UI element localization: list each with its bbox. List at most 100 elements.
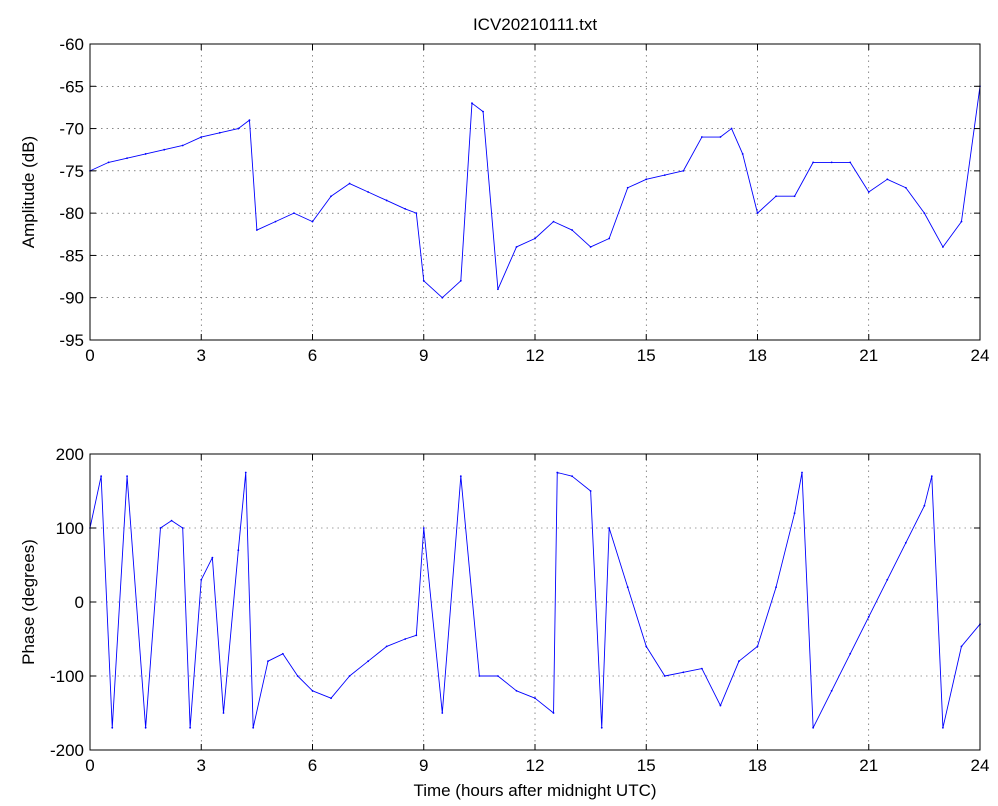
amplitude-y-tick-label: -65: [59, 77, 84, 96]
amplitude-data-point: [497, 288, 499, 291]
phase-data-point: [849, 652, 852, 655]
amplitude-data-point: [218, 131, 221, 134]
phase-data-point: [775, 586, 777, 589]
amplitude-y-tick-label: -60: [59, 35, 84, 54]
amplitude-data-point: [756, 212, 759, 215]
amplitude-data-point: [626, 186, 629, 189]
phase-data-point: [960, 645, 963, 648]
amplitude-data-point: [126, 157, 128, 160]
phase-data-point: [700, 667, 703, 670]
phase-data-point: [682, 671, 685, 674]
amplitude-data-point: [515, 246, 518, 248]
amplitude-data-point: [385, 199, 388, 202]
amplitude-data-point: [942, 246, 944, 248]
phase-x-tick-label: 21: [859, 756, 878, 775]
amplitude-x-tick-label: 15: [637, 346, 656, 365]
amplitude-data-point: [552, 220, 555, 223]
phase-data-point: [830, 689, 833, 692]
amplitude-y-tick-label: -85: [59, 246, 84, 265]
amplitude-x-tick-label: 21: [859, 346, 878, 365]
phase-data-point: [281, 652, 284, 655]
amplitude-y-tick-label: -90: [59, 289, 84, 308]
phase-data-point: [793, 512, 796, 515]
amplitude-data-point: [682, 169, 685, 172]
phase-y-axis-label: Phase (degrees): [19, 539, 38, 665]
phase-data-point: [211, 556, 214, 559]
amplitude-data-point: [163, 148, 166, 151]
amplitude-data-point: [589, 246, 592, 248]
amplitude-data-point: [730, 127, 733, 130]
amplitude-x-tick-label: 12: [526, 346, 545, 365]
amplitude-data-point: [719, 136, 722, 138]
phase-data-point: [534, 697, 536, 700]
phase-series-line: [89, 472, 981, 729]
amplitude-data-point: [471, 102, 473, 105]
amplitude-x-tick-label: 6: [308, 346, 317, 365]
phase-data-point: [100, 475, 103, 478]
amplitude-data-point: [404, 208, 407, 210]
amplitude-data-point: [741, 153, 744, 155]
phase-data-point: [237, 549, 240, 552]
phase-data-point: [415, 634, 418, 637]
amplitude-data-point: [793, 195, 796, 198]
phase-data-point: [385, 645, 388, 648]
amplitude-y-tick-label: -75: [59, 162, 84, 181]
phase-data-point: [422, 527, 425, 529]
phase-data-point: [459, 475, 462, 478]
phase-data-point: [600, 726, 603, 729]
phase-data-point: [801, 471, 803, 474]
amplitude-data-point: [886, 178, 889, 181]
amplitude-data-point: [534, 237, 536, 240]
amplitude-data-point: [274, 220, 277, 223]
amplitude-data-point: [923, 212, 926, 215]
amplitude-data-point: [775, 195, 777, 198]
phase-data-point: [311, 689, 314, 692]
phase-data-point: [144, 726, 147, 729]
phase-data-point: [497, 675, 499, 677]
amplitude-data-point: [441, 296, 444, 299]
phase-data-point: [296, 675, 299, 677]
amplitude-x-tick-label: 3: [197, 346, 206, 365]
amplitude-data-point: [830, 161, 833, 164]
amplitude-data-point: [849, 161, 852, 164]
phase-data-point: [330, 697, 332, 700]
phase-x-axis-label: Time (hours after midnight UTC): [413, 781, 656, 800]
phase-data-point: [267, 660, 269, 663]
phase-data-point: [942, 726, 944, 729]
phase-x-tick-label: 0: [85, 756, 94, 775]
phase-data-point: [738, 660, 740, 663]
phase-data-point: [200, 578, 203, 581]
amplitude-data-point: [812, 161, 815, 164]
phase-data-point: [930, 475, 933, 478]
amplitude-y-tick-label: -70: [59, 120, 84, 139]
phase-data-point: [111, 726, 114, 729]
amplitude-data-point: [237, 127, 240, 130]
phase-data-point: [556, 471, 559, 474]
amplitude-data-point: [459, 279, 462, 282]
amplitude-data-point: [367, 191, 370, 193]
amplitude-data-point: [311, 220, 314, 223]
phase-data-point: [719, 704, 722, 707]
phase-data-point: [923, 504, 926, 507]
phase-data-point: [645, 645, 648, 648]
phase-data-point: [589, 490, 592, 492]
phase-x-tick-label: 15: [637, 756, 656, 775]
amplitude-data-point: [348, 182, 351, 185]
phase-x-tick-label: 3: [197, 756, 206, 775]
phase-data-point: [904, 541, 907, 544]
phase-x-tick-label: 9: [419, 756, 428, 775]
amplitude-data-point: [663, 174, 666, 176]
phase-data-point: [608, 527, 611, 529]
amplitude-data-point: [200, 136, 203, 138]
amplitude-data-point: [107, 161, 110, 164]
amplitude-data-point: [330, 195, 332, 198]
phase-data-point: [478, 675, 481, 677]
amplitude-data-point: [700, 136, 703, 138]
phase-data-point: [515, 689, 518, 692]
phase-x-tick-label: 18: [748, 756, 767, 775]
phase-data-point: [867, 615, 870, 618]
phase-data-point: [626, 586, 629, 589]
phase-data-point: [252, 726, 255, 729]
phase-data-point: [571, 475, 573, 478]
